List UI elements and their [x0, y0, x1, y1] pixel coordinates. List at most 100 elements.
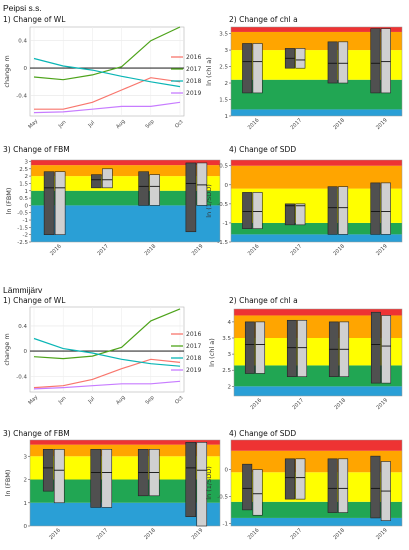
y-tick-label: -0.4 [16, 374, 27, 380]
y-tick-label: 1 [24, 501, 28, 507]
y-tick-label: 2 [228, 384, 232, 390]
x-tick-label: 2016 [247, 118, 261, 132]
x-tick-label: 2019 [191, 528, 205, 542]
y-tick-label: -2.5 [17, 240, 28, 246]
y-tick-label: -1 [223, 221, 228, 227]
y-tick-label: -0.5 [217, 202, 228, 208]
box-dark-2016 [43, 171, 55, 235]
threshold-band [31, 160, 220, 166]
x-tick-label: 2019 [375, 528, 389, 542]
section-title-peipsi: Peipsi s.s. [3, 3, 42, 13]
x-tick-label: 2019 [375, 118, 389, 132]
chart-panel-8: 4) Change of SDD -1 -0.5 0 2016 2017 2018 2019 l… [205, 429, 403, 542]
box-light-2017 [295, 458, 306, 500]
y-axis-label: ln (chl a) [208, 338, 216, 367]
legend-label: 2019 [186, 90, 201, 97]
x-tick-label: 2016 [49, 244, 63, 258]
chart-title: 4) Change of SDD [229, 429, 296, 438]
y-tick-label: 3.5 [219, 32, 228, 38]
box-light-2016 [252, 469, 263, 516]
threshold-band [30, 479, 220, 503]
box-dark-2018 [327, 458, 338, 513]
x-tick-label: Aug [115, 119, 126, 130]
threshold-band [231, 160, 402, 166]
y-tick-label: 0 [225, 183, 229, 189]
y-tick-label: 0 [24, 66, 28, 72]
box-light-2016 [54, 171, 66, 235]
x-tick-label: 2018 [332, 118, 346, 132]
box-dark-2017 [90, 448, 102, 508]
box-light-2017 [295, 48, 306, 69]
box-dark-2017 [284, 458, 295, 500]
section-title-lammijarv: Lämmijärv [3, 285, 43, 295]
threshold-band [234, 365, 402, 387]
y-tick-label: 0 [24, 524, 28, 530]
x-tick-label: 2019 [191, 244, 205, 258]
series-line-2017 [33, 308, 181, 360]
box-light-2019 [381, 315, 392, 384]
y-axis-label: change m [3, 333, 11, 365]
chart-panel-6: 2) Change of chl a 2 2.5 3 3.5 4 2016 2017 2018 2… [208, 296, 403, 412]
threshold-band [231, 517, 402, 526]
box-dark-2019 [185, 442, 197, 518]
y-tick-label: -2 [23, 233, 28, 239]
box-light-2019 [196, 442, 208, 527]
x-tick-label: Oct [174, 119, 185, 130]
box-dark-2018 [327, 41, 338, 84]
box-light-2018 [338, 41, 349, 84]
legend-label: 2018 [186, 78, 201, 85]
box-dark-2017 [284, 203, 295, 226]
box-dark-2016 [42, 448, 54, 492]
box-light-2016 [252, 43, 263, 94]
x-tick-label: Jul [87, 120, 96, 129]
box-dark-2019 [370, 28, 381, 94]
x-tick-label: Sep [145, 118, 157, 130]
legend-label: 2016 [186, 54, 201, 61]
box-light-2017 [297, 319, 308, 377]
chart-panel-2: 2) Change of chl a 1 1.5 2 2.5 3 3.5 2016 2017 20… [205, 15, 403, 132]
x-tick-label: 2018 [334, 398, 348, 412]
x-tick-label: Jun [57, 119, 68, 130]
x-tick-label: 2016 [250, 398, 264, 412]
box-dark-2016 [242, 192, 253, 229]
chart-title: 3) Change of FBM [3, 145, 70, 154]
y-tick-label: 3 [24, 454, 28, 460]
box-light-2017 [101, 448, 113, 508]
threshold-band [31, 165, 220, 177]
y-tick-label: 2.5 [222, 368, 231, 374]
box-light-2018 [338, 186, 349, 235]
box-light-2019 [380, 182, 391, 235]
chart-panel-1: 1) Change of WL -0.4 0 0.4 May Jun Jul Aug Sep Oc… [3, 15, 201, 130]
y-tick-label: 0.5 [219, 164, 228, 170]
threshold-band [231, 165, 402, 189]
x-tick-label: 2017 [292, 398, 306, 412]
chart-title: 4) Change of SDD [229, 145, 296, 154]
plot-frame [230, 159, 403, 243]
chart-title: 2) Change of chl a [229, 296, 298, 305]
x-tick-label: 2018 [332, 244, 346, 258]
plot-frame [230, 26, 403, 117]
series-line-2019 [33, 380, 181, 390]
y-axis-label: ln (FBM) [5, 188, 13, 215]
x-tick-label: 2018 [143, 528, 157, 542]
x-tick-label: 2016 [247, 528, 261, 542]
x-tick-label: 2017 [290, 528, 304, 542]
threshold-band [231, 440, 402, 451]
series-line-2019 [33, 101, 181, 114]
y-tick-label: 3 [225, 48, 229, 54]
y-tick-label: 1 [25, 189, 29, 195]
x-tick-label: May [27, 118, 39, 130]
x-tick-label: 2019 [376, 398, 390, 412]
y-tick-label: -0.4 [16, 93, 27, 99]
y-axis-label: ln (1/SDD) [205, 466, 213, 500]
box-dark-2017 [286, 319, 297, 377]
y-axis-label: ln (chl a) [205, 57, 213, 86]
threshold-band [30, 456, 220, 480]
x-tick-label: 2016 [48, 528, 62, 542]
threshold-band [31, 190, 220, 206]
y-tick-label: -1.5 [217, 240, 228, 246]
y-tick-label: 3 [228, 352, 232, 358]
box-dark-2019 [370, 182, 381, 235]
y-axis-label: ln (FBM) [4, 470, 12, 497]
